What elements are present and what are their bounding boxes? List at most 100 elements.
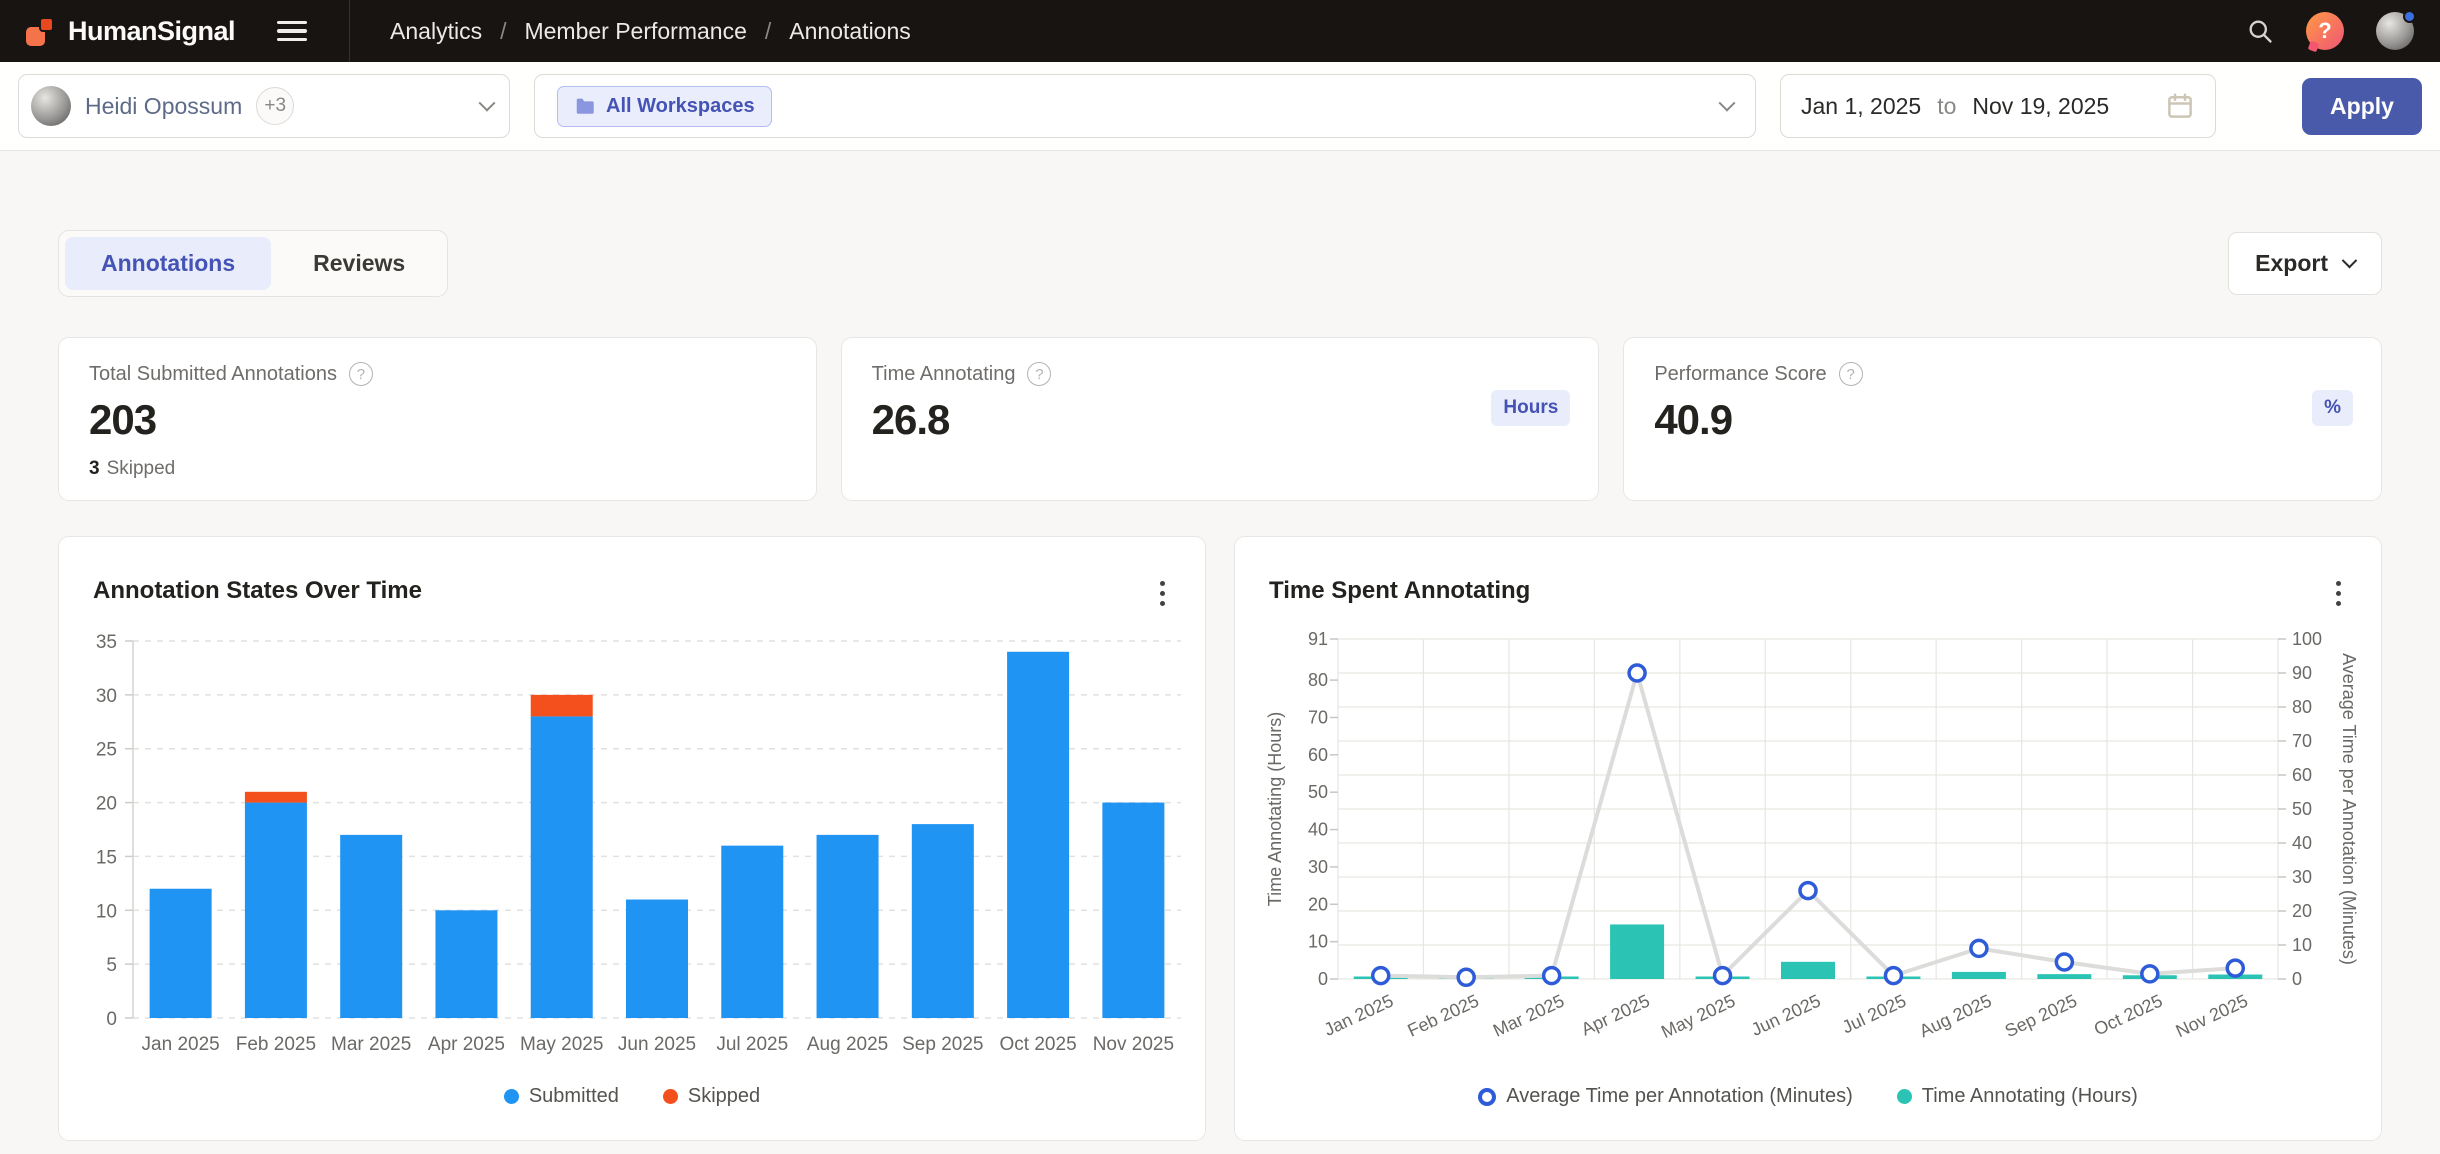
menu-icon[interactable] [277,20,308,42]
bar-submitted[interactable] [626,899,688,1018]
bar-time-annotating[interactable] [2037,974,2092,979]
line-point[interactable] [1969,938,1989,959]
stat-card-label: Performance Score [1654,362,1827,385]
breadcrumb-separator: / [500,17,507,44]
stat-card-time-annotating: Time Annotating ? 26.8 Hours [840,337,1600,501]
x-axis-label: Jan 2025 [142,1034,220,1055]
bar-submitted[interactable] [244,802,307,1018]
export-button[interactable]: Export [2228,232,2382,295]
brand-name: HumanSignal [68,15,236,46]
charts-row: Annotation States Over Time 0 5 10 15 20 25 30… [58,536,2382,1141]
axis-tick-label: 80 [2292,697,2312,717]
search-icon[interactable] [2246,17,2274,45]
bar-skipped[interactable] [244,791,307,803]
axis-tick-label: 60 [2292,765,2312,785]
date-end: Nov 19, 2025 [1972,92,2110,119]
bar-time-annotating[interactable] [1951,971,2006,979]
x-axis-label: Jul 2025 [1839,990,1909,1037]
stat-card-value: 203 [89,396,157,443]
kebab-menu-icon[interactable] [2336,581,2341,606]
kebab-menu-icon[interactable] [1160,581,1165,606]
right-axis-title: Average Time per Annotation (Minutes) [2339,653,2359,965]
legend-item[interactable]: Skipped [662,1085,760,1108]
date-start: Jan 1, 2025 [1801,92,1922,119]
bar-submitted[interactable] [721,845,784,1018]
tab-reviews[interactable]: Reviews [277,237,441,290]
brand-logo[interactable]: HumanSignal [26,15,236,47]
help-icon[interactable]: ? [2306,12,2344,50]
line-point[interactable] [1370,965,1391,986]
workspace-chip-label: All Workspaces [606,94,755,117]
breadcrumb-annotations[interactable]: Annotations [789,17,911,44]
tab-annotations[interactable]: Annotations [65,237,272,290]
axis-tick-label: 20 [1308,894,1328,914]
legend-item[interactable]: Time Annotating (Hours) [1896,1085,2138,1108]
breadcrumb-separator: / [764,17,772,44]
line-point[interactable] [1541,965,1562,986]
user-avatar[interactable] [2376,10,2416,50]
workspace-chip[interactable]: All Workspaces [557,85,772,127]
line-point[interactable] [1627,663,1647,683]
bar-submitted[interactable] [435,910,498,1018]
bar-submitted[interactable] [149,888,212,1018]
chart-title: Time Spent Annotating [1269,577,1531,604]
main-content: Annotations Reviews Export Total Submitt… [0,230,2440,1141]
legend-label: Submitted [528,1085,619,1107]
online-status-dot [2403,10,2416,23]
line-point[interactable] [1883,965,1904,986]
apply-button[interactable]: Apply [2302,77,2422,135]
axis-tick-label: 35 [96,632,117,653]
breadcrumb-member-performance[interactable]: Member Performance [524,17,747,44]
x-axis-label: Oct 2025 [2091,990,2166,1039]
line-point[interactable] [1798,880,1818,901]
line-point[interactable] [1712,965,1733,986]
unit-badge: Hours [1491,390,1571,426]
humansignal-logo-icon [26,16,56,46]
filter-bar: Heidi Opossum +3 All Workspaces Jan 1, 2… [0,62,2440,151]
tabs-group: Annotations Reviews [58,230,449,297]
chart-legend: Submitted Skipped [59,1085,1205,1108]
x-axis-label: Jul 2025 [716,1034,788,1055]
x-axis-label: Mar 2025 [331,1034,411,1055]
skipped-count: 3 [89,458,100,479]
stat-card-label: Time Annotating [871,362,1016,385]
line-point[interactable] [2054,952,2075,972]
x-axis-label: Jan 2025 [1321,990,1397,1039]
top-navbar: HumanSignal Analytics / Member Performan… [0,0,2440,62]
x-axis-label: Aug 2025 [807,1034,888,1055]
question-mark-icon[interactable]: ? [348,362,373,386]
stat-card-header: Total Submitted Annotations ? [89,362,786,386]
legend-item[interactable]: Submitted [503,1085,619,1108]
line-point[interactable] [2225,958,2246,978]
bar-submitted[interactable] [530,716,593,1018]
stat-card-footnote: 3 Skipped [89,458,175,480]
axis-tick-label: 5 [106,955,117,976]
unit-badge: % [2312,390,2353,426]
stat-card-header: Performance Score ? [1654,362,2351,386]
date-range-input[interactable]: Jan 1, 2025 to Nov 19, 2025 [1780,74,2216,138]
x-axis-label: Oct 2025 [1000,1034,1077,1055]
stat-card-value: 40.9 [1654,396,1733,443]
line-point[interactable] [1456,967,1476,988]
bar-time-annotating[interactable] [1610,924,1665,979]
bar-skipped[interactable] [530,694,593,717]
question-mark-icon[interactable]: ? [1027,362,1052,386]
line-point[interactable] [2140,964,2160,984]
dot-marker [503,1089,519,1104]
stat-card-label: Total Submitted Annotations [89,362,337,385]
axis-tick-label: 10 [1308,932,1328,952]
member-avatar [31,86,71,126]
member-filter-select[interactable]: Heidi Opossum +3 [18,74,510,138]
x-axis-label: Aug 2025 [1916,990,1994,1041]
legend-item[interactable]: Average Time per Annotation (Minutes) [1478,1085,1853,1108]
workspace-filter-select[interactable]: All Workspaces [534,74,1756,138]
bar-time-annotating[interactable] [1781,961,1835,979]
breadcrumb-analytics[interactable]: Analytics [390,17,483,44]
bar-submitted[interactable] [911,824,974,1018]
question-mark-icon[interactable]: ? [1838,362,1863,386]
bar-submitted[interactable] [340,834,403,1018]
bar-submitted[interactable] [816,834,879,1018]
bar-submitted[interactable] [1007,651,1070,1018]
bar-submitted[interactable] [1102,802,1165,1018]
time-spent-chart: 0 10 20 30 40 50 60 70 80 90 100 0 10 20 30 40 50 60 70 80 9… [1265,629,2359,1042]
